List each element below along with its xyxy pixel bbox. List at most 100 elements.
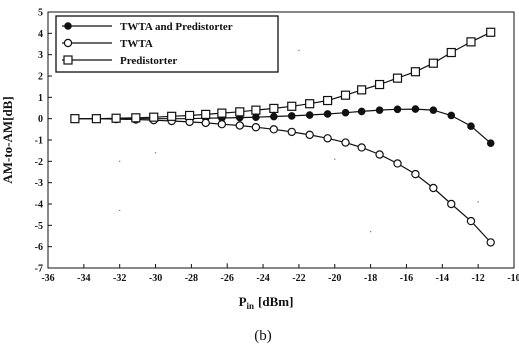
x-tick-label: -10 — [507, 273, 519, 284]
data-point-open-circle — [217, 120, 227, 129]
x-axis-title-main: P — [239, 294, 247, 309]
data-point-open-square — [70, 114, 80, 124]
data-point-open-square — [251, 105, 261, 115]
y-tick-label: 0 — [38, 114, 43, 125]
x-tick-label: -26 — [221, 273, 234, 284]
data-point-open-square — [235, 107, 245, 117]
scan-dot — [154, 152, 157, 154]
data-point-open-circle — [269, 125, 279, 134]
data-point-open-square — [91, 114, 101, 124]
data-point-open-square — [63, 55, 73, 65]
y-tick-label: -6 — [35, 242, 43, 253]
data-point-open-circle — [201, 118, 210, 128]
x-tick-label: -22 — [292, 273, 305, 284]
data-point-open-square — [392, 73, 403, 83]
data-point-open-circle — [323, 134, 332, 143]
data-point-filled-circle — [467, 122, 475, 130]
y-tick-label: -4 — [35, 200, 43, 211]
y-tick-label: -7 — [35, 264, 43, 275]
series-open-square — [70, 27, 496, 124]
series-filled-circle — [71, 105, 495, 147]
y-tick-label: 3 — [38, 50, 43, 61]
data-point-filled-circle — [64, 22, 72, 30]
data-point-filled-circle — [341, 108, 350, 117]
data-point-filled-circle — [323, 110, 332, 118]
x-tick-label: -20 — [328, 273, 341, 284]
data-point-open-square — [466, 37, 476, 47]
data-point-filled-circle — [486, 139, 495, 147]
scan-dot — [334, 158, 336, 160]
data-point-filled-circle — [393, 105, 402, 114]
scan-dot — [369, 231, 372, 233]
x-tick-label: -18 — [364, 273, 377, 284]
data-point-open-square — [149, 112, 159, 122]
legend-label: TWTA and Predistorter — [120, 21, 233, 33]
data-point-open-circle — [466, 216, 476, 226]
x-axis-title: Pin [dBm] — [239, 294, 294, 311]
x-tick-label: -16 — [400, 273, 413, 284]
x-tick-label: -34 — [77, 273, 90, 284]
x-tick-label: -28 — [185, 273, 198, 284]
data-point-filled-circle — [287, 112, 296, 120]
data-point-open-circle — [357, 143, 366, 152]
legend-label: Predistorter — [120, 55, 177, 67]
y-tick-label: 1 — [38, 93, 43, 104]
data-point-open-square — [287, 101, 297, 111]
series-layer — [70, 27, 496, 247]
data-point-open-circle — [341, 138, 350, 147]
data-point-open-square — [217, 108, 227, 118]
y-tick-label: -1 — [35, 136, 43, 147]
legend-item: TWTA and Predistorter — [62, 21, 233, 33]
data-point-filled-circle — [375, 106, 384, 114]
data-point-open-circle — [235, 121, 244, 130]
data-point-open-circle — [447, 199, 456, 209]
data-point-filled-circle — [447, 111, 456, 120]
x-tick-label: -12 — [471, 273, 484, 284]
legend: TWTA and Predistorter TWTA Predistorter — [55, 15, 279, 73]
figure-caption: (b) — [254, 328, 272, 344]
data-point-filled-circle — [270, 112, 278, 121]
data-point-open-square — [428, 58, 438, 68]
data-point-open-square — [486, 27, 496, 37]
legend-box — [55, 15, 279, 73]
data-point-open-square — [410, 67, 421, 77]
legend-label: TWTA — [120, 38, 153, 50]
data-point-open-circle — [305, 130, 314, 140]
data-point-open-square — [184, 110, 195, 121]
data-point-filled-circle — [357, 107, 366, 116]
data-point-open-circle — [486, 238, 495, 247]
data-point-open-square — [201, 109, 211, 120]
data-point-open-square — [357, 85, 367, 95]
legend-item: TWTA — [62, 38, 153, 50]
data-point-open-circle — [63, 38, 73, 48]
x-tick-label: -36 — [41, 273, 54, 284]
data-point-open-square — [131, 113, 141, 123]
x-tick-label: -30 — [149, 273, 162, 284]
y-tick-label: -5 — [35, 221, 43, 232]
x-tick-label: -14 — [436, 273, 449, 284]
y-tick-label: -2 — [35, 157, 43, 168]
scan-dot — [298, 49, 300, 52]
data-point-filled-circle — [429, 106, 438, 114]
x-tick-label: -24 — [256, 273, 269, 284]
x-axis-title-unit: [dBm] — [258, 294, 293, 309]
data-point-filled-circle — [411, 105, 420, 113]
data-point-open-circle — [429, 183, 438, 193]
grid-dots — [118, 49, 479, 265]
y-tick-label: 4 — [38, 29, 43, 40]
series-line — [74, 118, 492, 243]
scan-dot — [477, 201, 479, 203]
scan-dot — [118, 160, 121, 163]
legend-entries: TWTA and Predistorter TWTA Predistorter — [62, 21, 233, 67]
y-axis-ticks: 5 4 3 2 1 0 -1 -2 -3 -4 -5 -6 -7 — [35, 8, 52, 275]
data-point-open-square — [111, 113, 121, 123]
y-axis-title: AM-to-AM[dB] — [0, 96, 15, 183]
data-point-open-square — [446, 47, 456, 58]
data-point-open-square — [340, 90, 351, 100]
data-point-open-square — [167, 111, 177, 121]
data-point-open-circle — [251, 122, 261, 132]
data-point-filled-circle — [305, 111, 314, 119]
y-tick-label: -3 — [35, 178, 43, 189]
series-open-circle — [70, 114, 495, 247]
data-point-open-circle — [287, 127, 296, 137]
